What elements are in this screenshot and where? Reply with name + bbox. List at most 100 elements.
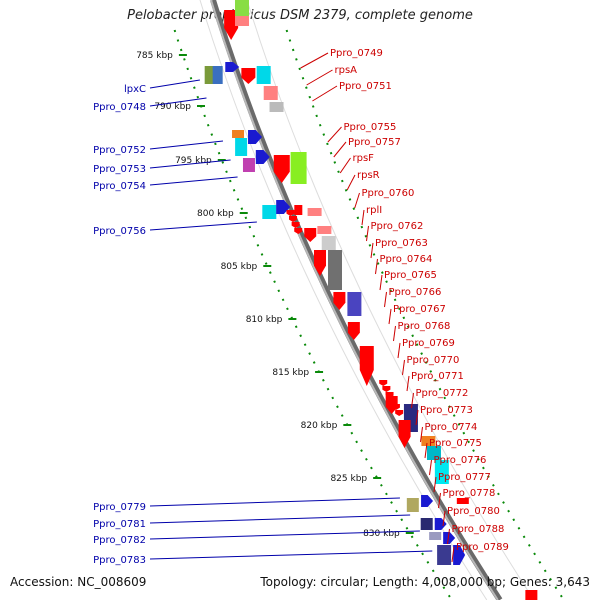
forward-gene-label: Ppro_0779 — [93, 502, 146, 513]
reverse-gene-arrow — [241, 68, 256, 84]
kbp-tick-label: 800 kbp — [197, 209, 234, 219]
reverse-gene-label: Ppro_0774 — [425, 422, 478, 433]
reverse-gene-label: Ppro_0776 — [434, 455, 487, 466]
reverse-gene-block — [328, 250, 342, 290]
forward-gene-label: Ppro_0752 — [93, 145, 146, 156]
forward-gene-arrow — [248, 130, 263, 144]
reverse-label-leader — [361, 209, 365, 226]
reverse-gene-chevron — [388, 398, 397, 404]
reverse-gene-label: Ppro_0778 — [443, 488, 496, 499]
backbone-highlight — [210, 0, 499, 600]
reverse-gene-block — [269, 102, 284, 112]
reverse-gene-label: Ppro_0757 — [348, 137, 401, 148]
reverse-gene-block — [256, 66, 271, 84]
reverse-gene-chevron — [286, 210, 295, 216]
reverse-label-leader — [300, 52, 329, 69]
reverse-gene-chevron — [395, 410, 404, 416]
reverse-gene-label: Ppro_0765 — [384, 270, 437, 281]
reverse-gene-block — [317, 226, 332, 234]
kbp-tick-label: 805 kbp — [221, 262, 258, 272]
reverse-gene-arrow — [304, 228, 317, 242]
forward-gene-arrow — [453, 545, 466, 565]
forward-label-leader — [149, 530, 420, 540]
forward-gene-block — [235, 138, 248, 156]
reverse-gene-label: Ppro_0766 — [389, 287, 442, 298]
reverse-label-leader — [306, 69, 333, 86]
forward-gene-label: Ppro_0753 — [93, 164, 146, 175]
reverse-label-leader — [442, 510, 446, 527]
reverse-gene-block — [290, 152, 307, 184]
forward-gene-arrow — [443, 532, 456, 544]
reverse-gene-label: Ppro_0773 — [420, 405, 473, 416]
forward-gene-label: Ppro_0783 — [93, 555, 146, 566]
reverse-gene-block — [525, 590, 538, 600]
reverse-gene-chevron — [291, 222, 300, 228]
forward-gene-label: Ppro_0748 — [93, 102, 146, 113]
summary-text: Topology: circular; Length: 4,008,000 bp… — [260, 575, 590, 589]
reverse-label-leader — [411, 392, 414, 409]
reverse-label-leader — [354, 192, 360, 209]
kbp-tick-label: 820 kbp — [301, 421, 338, 431]
forward-gene-label: Ppro_0754 — [93, 181, 146, 192]
reverse-gene-label: Ppro_0789 — [456, 542, 509, 553]
backbone-line — [210, 0, 503, 600]
reverse-label-leader — [429, 459, 432, 476]
forward-gene-label: Ppro_0756 — [93, 226, 146, 237]
kbp-tick-label: 790 kbp — [154, 102, 191, 112]
reverse-gene-block — [456, 498, 469, 504]
reverse-label-leader — [397, 342, 401, 359]
reverse-gene-chevron — [289, 216, 298, 222]
forward-gene-labels: lpxC Ppro_0748 Ppro_0752 Ppro_0753 Ppro_0754… — [93, 79, 433, 566]
reverse-gene-block — [421, 436, 436, 446]
reverse-gene-chevron — [294, 228, 303, 234]
reverse-label-leader — [447, 528, 450, 545]
reverse-label-leader — [406, 375, 410, 392]
reverse-gene-label: Ppro_0763 — [375, 238, 428, 249]
forward-gene-block — [420, 518, 433, 530]
reverse-label-leader — [451, 546, 455, 563]
reverse-label-leader — [420, 426, 423, 443]
reverse-gene-label: Ppro_0762 — [371, 221, 424, 232]
kbp-ticks: 785 kbp 790 kbp 795 kbp 800 kbp 805 kbp 810 k… — [136, 51, 414, 539]
kbp-tick-label: 815 kbp — [272, 368, 309, 378]
reverse-gene-label: rplI — [366, 205, 382, 216]
reverse-gene-labels: Ppro_0749 rpsA Ppro_0751 Ppro_0755 Ppro_0757… — [300, 48, 509, 563]
reverse-gene-arrow — [333, 292, 346, 310]
reverse-label-leader — [415, 409, 419, 426]
forward-gene-block — [262, 205, 277, 219]
reverse-label-leader — [433, 476, 437, 493]
forward-gene-arrow — [225, 62, 240, 72]
forward-label-leader — [149, 140, 224, 150]
reverse-gene-block — [294, 205, 303, 215]
reverse-gene-label: Ppro_0772 — [416, 388, 469, 399]
reverse-gene-block — [235, 0, 249, 16]
kbp-tick-label: 785 kbp — [136, 51, 173, 61]
reverse-label-leader — [375, 258, 378, 275]
reverse-gene-arrow — [347, 322, 360, 340]
reverse-gene-label: Ppro_0760 — [362, 188, 415, 199]
reverse-gene-chevron — [382, 386, 391, 392]
forward-label-leader — [149, 97, 207, 107]
forward-label-leader — [149, 159, 231, 169]
forward-label-leader — [149, 497, 400, 507]
reverse-gene-label: rpsA — [335, 65, 358, 76]
reverse-gene-label: Ppro_0769 — [402, 338, 455, 349]
reverse-label-leader — [424, 442, 428, 459]
forward-gene-label: lpxC — [124, 84, 146, 95]
reverse-gene-label: Ppro_0777 — [438, 472, 491, 483]
inner-right-guide — [285, 29, 565, 600]
reverse-gene-block — [426, 446, 441, 460]
reverse-gene-arrow — [398, 420, 411, 448]
reverse-gene-label: Ppro_0749 — [330, 48, 383, 59]
genome-backbone — [210, 0, 503, 600]
reverse-label-leader — [366, 225, 369, 242]
reverse-gene-block — [307, 208, 322, 216]
reverse-label-leader — [384, 291, 387, 308]
forward-gene-arrow — [434, 518, 447, 530]
forward-label-leader — [149, 221, 257, 231]
reverse-label-leader — [346, 174, 356, 191]
reverse-gene-arrow — [224, 10, 239, 40]
forward-label-leader — [149, 550, 433, 560]
forward-label-leader — [149, 176, 238, 186]
reverse-label-leader — [388, 308, 392, 325]
